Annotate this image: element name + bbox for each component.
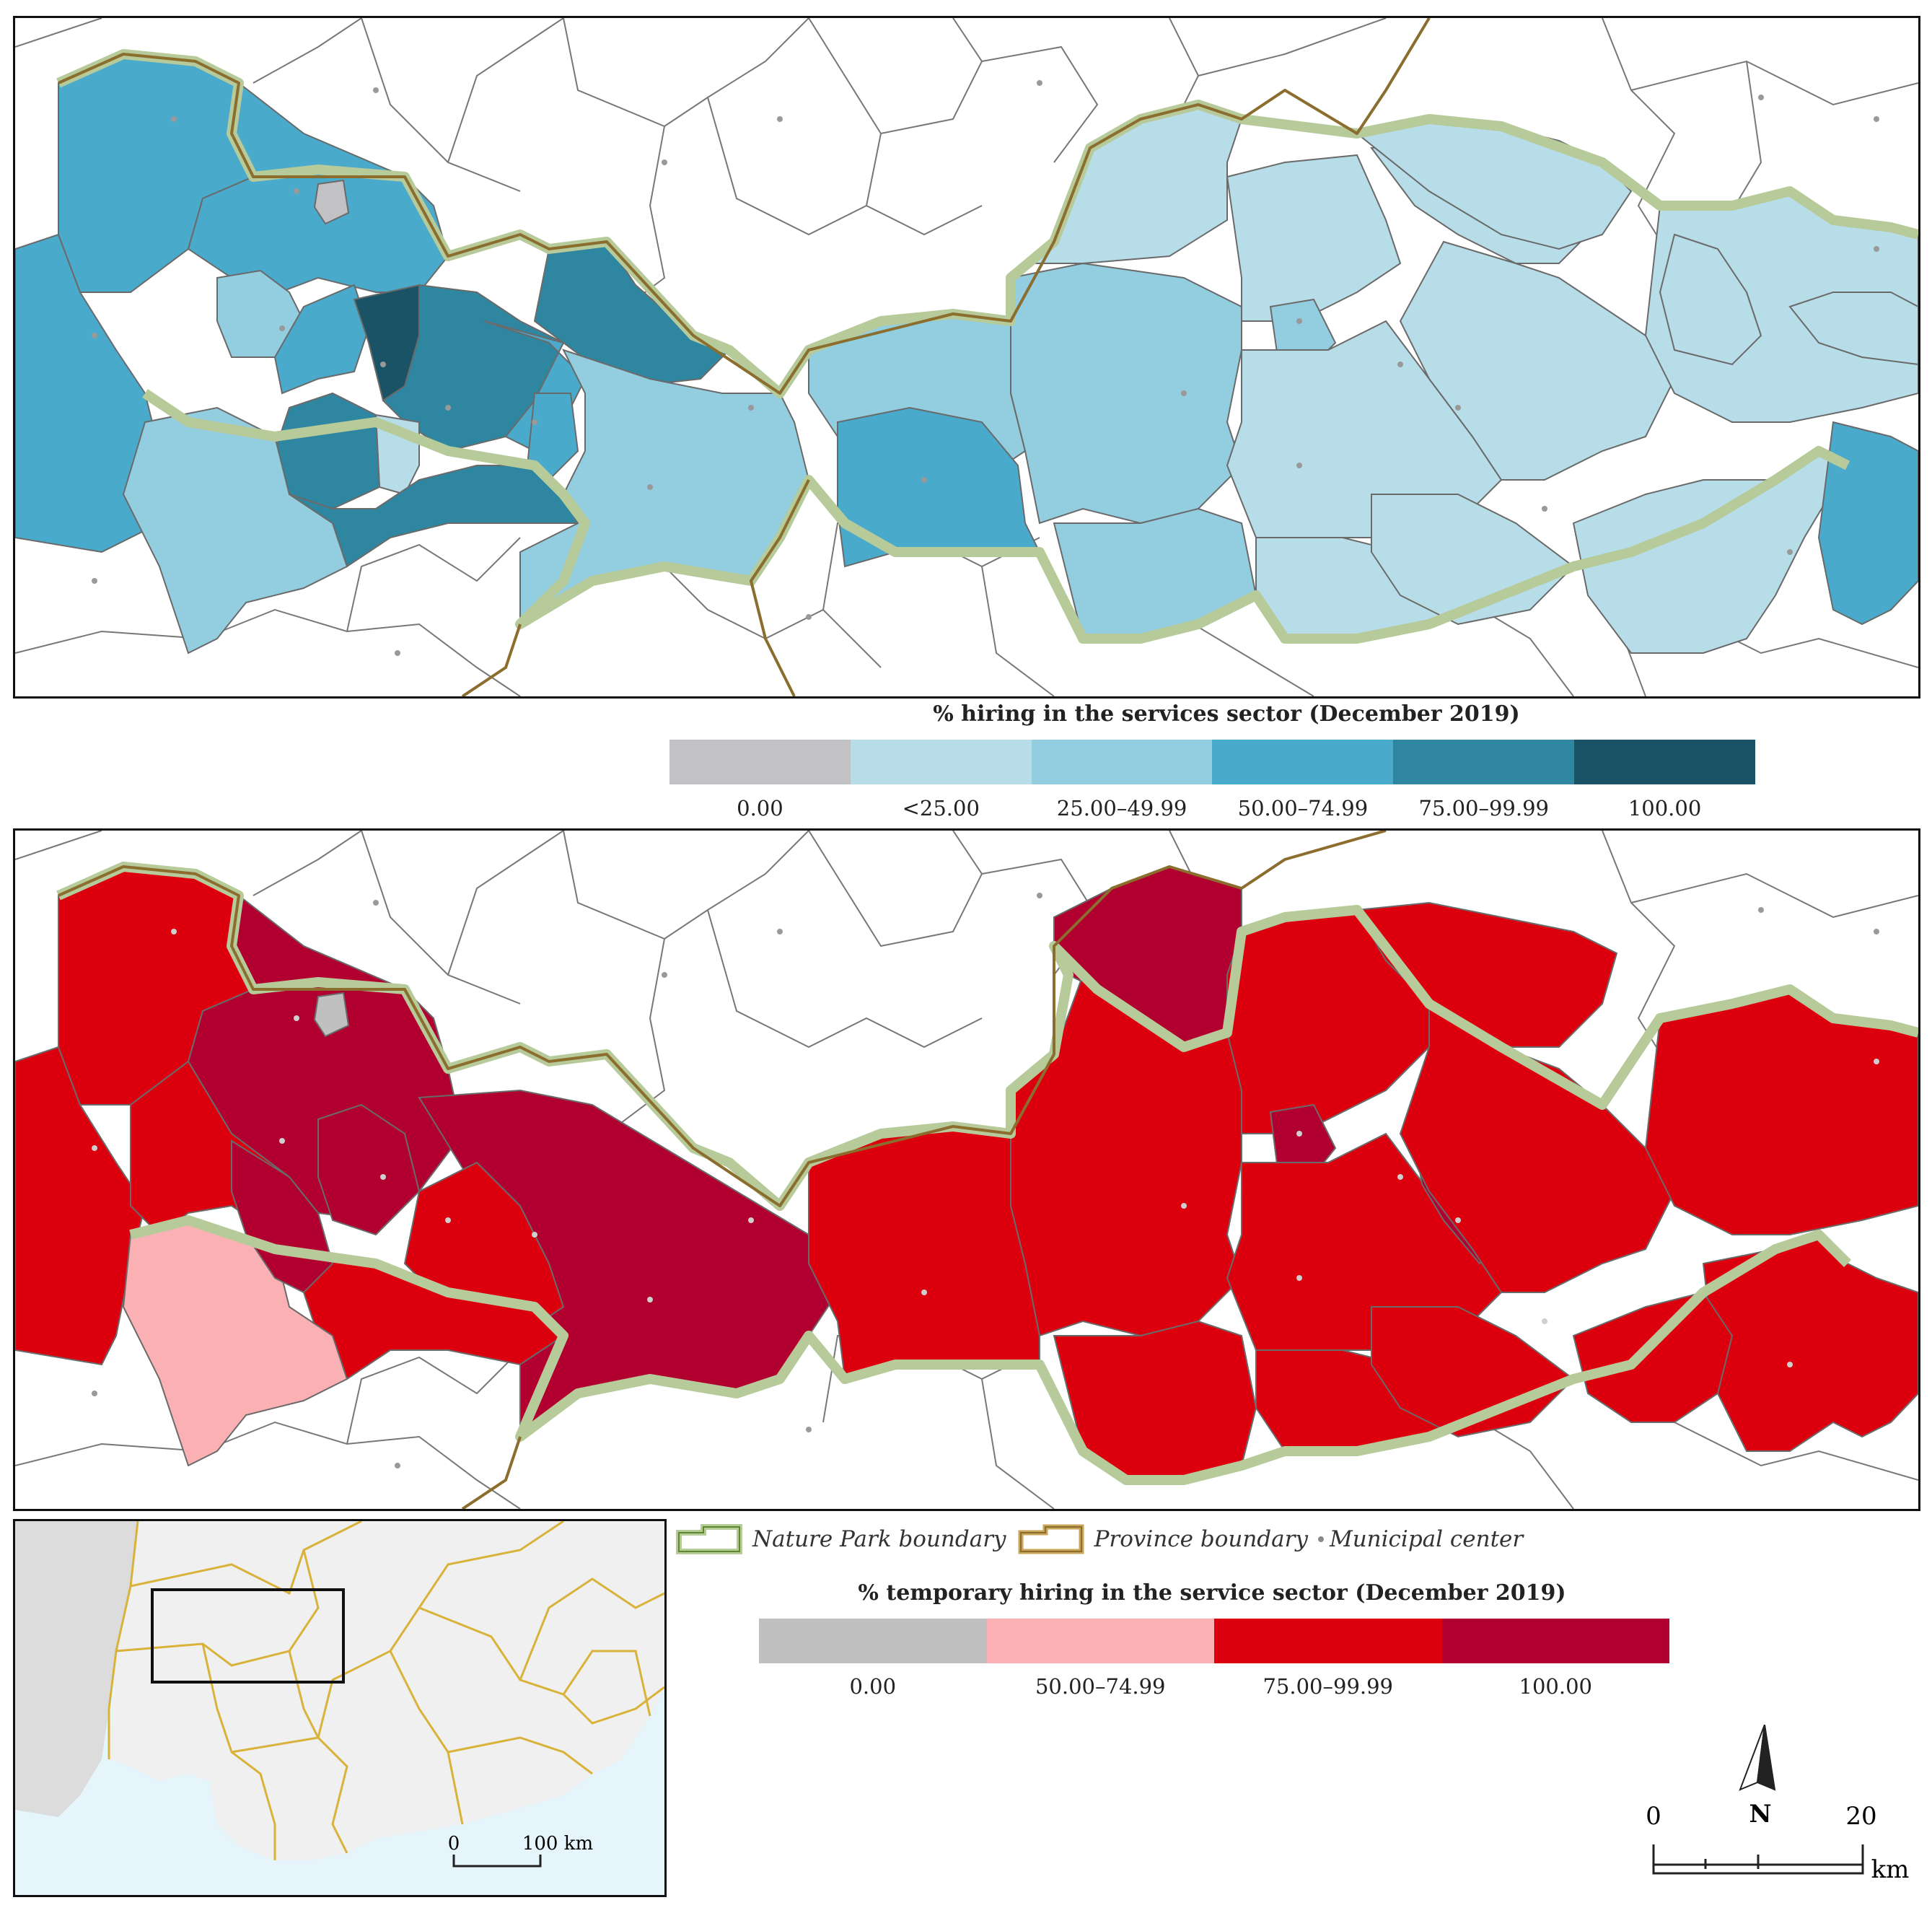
region-gray-zero bbox=[313, 179, 350, 225]
services-label-5: 100.00 bbox=[1628, 796, 1702, 820]
province-boundary-bottom bbox=[58, 831, 1387, 1207]
north-arrow-icon bbox=[1739, 1724, 1776, 1791]
temporary-swatch-1 bbox=[986, 1619, 1214, 1663]
region-east-small bbox=[526, 393, 579, 481]
municipal-center-dot bbox=[1317, 1536, 1324, 1542]
temporary-label-0: 0.00 bbox=[849, 1674, 897, 1699]
key-municipal-center: Municipal center bbox=[1317, 1526, 1524, 1552]
services-legend-bar bbox=[669, 740, 1755, 784]
province-boundary-southwest bbox=[461, 623, 522, 696]
north-arrow-scale-svg: N 0 20 km bbox=[1646, 1724, 1910, 1884]
region-south-east-1 bbox=[1053, 507, 1257, 639]
inset-province-borders bbox=[107, 1521, 664, 1860]
background-municipal-lines-bottom bbox=[15, 831, 1918, 1509]
temporary-label-2: 75.00–99.99 bbox=[1263, 1674, 1394, 1699]
province-symbol bbox=[1018, 1524, 1084, 1554]
services-swatch-2 bbox=[1031, 740, 1213, 784]
services-legend-title: % hiring in the services sector (Decembe… bbox=[933, 701, 1520, 727]
province-boundary-south bbox=[749, 479, 810, 696]
region-center-left bbox=[273, 284, 370, 395]
services-swatch-3 bbox=[1212, 740, 1394, 784]
region-center-maroon-2 bbox=[317, 1103, 421, 1236]
inset-portugal bbox=[15, 1521, 138, 1817]
temporary-label-3: 100.00 bbox=[1519, 1674, 1592, 1699]
nature-park-symbol bbox=[676, 1524, 742, 1554]
temporary-hiring-map-svg bbox=[15, 831, 1918, 1509]
scale-bar bbox=[1652, 1844, 1864, 1875]
region-far-east-3 bbox=[1788, 292, 1918, 366]
scale-unit-label: km bbox=[1871, 1855, 1910, 1884]
services-label-1: <25.00 bbox=[902, 796, 980, 820]
municipality-polygons bbox=[15, 53, 1918, 655]
boundary-key: Nature Park boundary Province boundary M… bbox=[675, 1523, 1533, 1556]
region-center bbox=[382, 284, 565, 452]
nature-park-boundary-south bbox=[142, 389, 1850, 644]
region-far-southeast-red bbox=[1702, 1233, 1918, 1452]
scale-max-label: 20 bbox=[1845, 1802, 1876, 1831]
services-label-3: 50.00–74.99 bbox=[1237, 796, 1369, 820]
nature-park-boundary-bottom-south bbox=[129, 1215, 1851, 1485]
key-province-label: Province boundary bbox=[1094, 1526, 1308, 1552]
services-hiring-map bbox=[13, 16, 1920, 699]
inset-study-area-box bbox=[151, 1588, 345, 1684]
services-hiring-map-svg bbox=[15, 18, 1918, 696]
region-east-strip-red bbox=[1399, 1002, 1676, 1293]
nature-park-boundary-bottom bbox=[56, 862, 1918, 1211]
municipal-centers-bottom-outside bbox=[92, 893, 1879, 1468]
inset-scale-label: 100 km bbox=[522, 1833, 593, 1855]
temporary-legend-bar bbox=[759, 1619, 1669, 1663]
region-gray-zero bbox=[313, 991, 350, 1038]
region-central-east bbox=[1010, 262, 1243, 525]
temporary-hiring-map bbox=[13, 828, 1920, 1511]
key-nature-park: Nature Park boundary bbox=[675, 1523, 1006, 1556]
region-south-center bbox=[273, 392, 381, 510]
region-east-red bbox=[808, 1125, 1040, 1380]
services-legend-labels: 0.00 <25.00 25.00–49.99 50.00–74.99 75.0… bbox=[669, 796, 1755, 820]
inset-land bbox=[109, 1521, 664, 1860]
scale-zero-label: 0 bbox=[1646, 1802, 1661, 1831]
services-swatch-0 bbox=[669, 740, 851, 784]
region-east-dark bbox=[533, 240, 731, 388]
north-label: N bbox=[1749, 1800, 1771, 1829]
services-swatch-1 bbox=[850, 740, 1032, 784]
region-far-southeast bbox=[1572, 450, 1849, 654]
municipality-polygons-bottom bbox=[15, 865, 1918, 1481]
key-nature-park-label: Nature Park boundary bbox=[752, 1526, 1006, 1552]
services-swatch-4 bbox=[1393, 740, 1575, 784]
inset-locator-map: 0 100 km bbox=[13, 1519, 667, 1897]
north-arrow-scale: N 0 20 km bbox=[1645, 1724, 1912, 1898]
municipal-centers bbox=[92, 80, 1879, 656]
region-east-strip bbox=[1399, 240, 1676, 481]
region-far-east-2 bbox=[1659, 233, 1762, 366]
services-label-0: 0.00 bbox=[737, 796, 783, 820]
province-boundary bbox=[58, 18, 1431, 395]
temporary-legend-title: % temporary hiring in the service sector… bbox=[858, 1580, 1566, 1606]
services-label-4: 75.00–99.99 bbox=[1418, 796, 1549, 820]
services-label-2: 25.00–49.99 bbox=[1056, 796, 1187, 820]
province-boundary-bottom-south bbox=[461, 1436, 522, 1509]
services-swatch-5 bbox=[1574, 740, 1755, 784]
region-southeast-red bbox=[1572, 1291, 1734, 1423]
temporary-label-1: 50.00–74.99 bbox=[1035, 1674, 1166, 1699]
temporary-legend-labels: 0.00 50.00–74.99 75.00–99.99 100.00 bbox=[759, 1674, 1669, 1699]
inset-scale-zero: 0 bbox=[448, 1833, 460, 1855]
inset-scale-bar: 0 100 km bbox=[448, 1833, 593, 1868]
inset-locator-svg: 0 100 km bbox=[15, 1521, 664, 1895]
key-province: Province boundary bbox=[1017, 1523, 1308, 1556]
key-municipal-center-label: Municipal center bbox=[1329, 1526, 1524, 1552]
municipal-centers-bottom bbox=[92, 929, 1879, 1367]
temporary-swatch-0 bbox=[759, 1619, 987, 1663]
region-north-east-2 bbox=[1226, 154, 1402, 322]
region-edge-dark bbox=[1817, 421, 1918, 626]
temporary-swatch-3 bbox=[1441, 1619, 1669, 1663]
temporary-swatch-2 bbox=[1214, 1619, 1442, 1663]
